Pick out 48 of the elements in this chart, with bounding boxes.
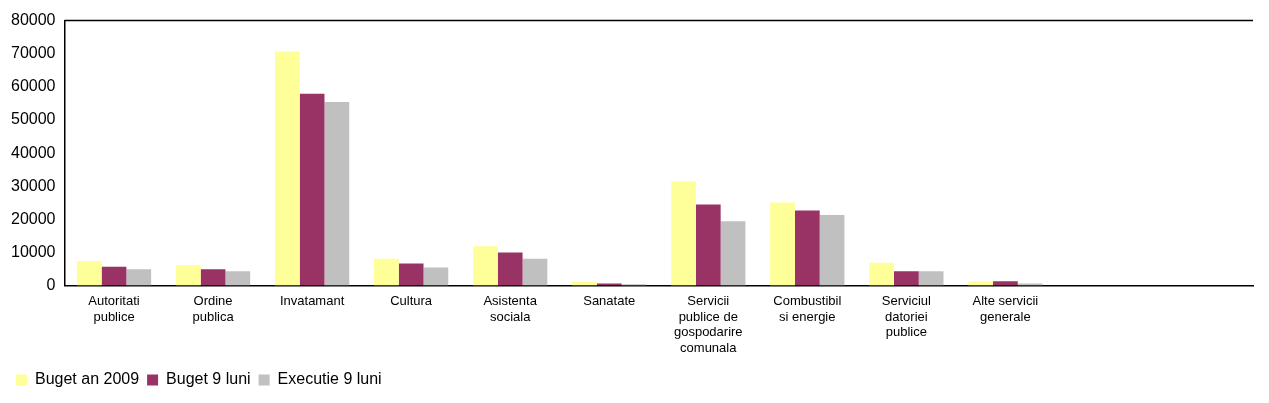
- bar: [819, 215, 845, 286]
- bar: [274, 51, 300, 286]
- bar: [101, 266, 127, 286]
- bar: [522, 258, 548, 286]
- x-tick-label: Combustibil si energie: [773, 292, 842, 324]
- x-tick-label: Cultura: [390, 292, 433, 308]
- y-tick-label: 20000: [10, 209, 56, 227]
- bar: [225, 271, 251, 286]
- legend-label: Buget an 2009: [35, 370, 140, 388]
- bar: [299, 93, 325, 286]
- bar: [497, 252, 523, 286]
- y-tick-label: 10000: [10, 242, 56, 260]
- legend-label: Executie 9 luni: [277, 370, 382, 388]
- y-tick-label: 80000: [10, 11, 56, 29]
- y-tick-label: 60000: [10, 77, 56, 95]
- bar: [770, 202, 795, 286]
- legend-label: Buget 9 luni: [166, 370, 251, 388]
- x-tick-label: Servicii publice de gospodarire comunala: [673, 292, 743, 355]
- bar: [918, 271, 944, 286]
- x-tick-label: Ordine publica: [192, 292, 235, 324]
- y-tick-label: 50000: [10, 110, 56, 128]
- bar: [374, 258, 399, 286]
- bar: [398, 263, 424, 286]
- bar: [869, 262, 894, 286]
- bar: [671, 181, 696, 286]
- x-tick-label: Serviciul datoriei publice: [881, 292, 932, 340]
- y-tick-label: 30000: [10, 176, 56, 194]
- bar: [324, 102, 350, 286]
- bar: [76, 261, 102, 286]
- x-tick-label: Sanatate: [583, 292, 636, 308]
- x-tick-label: Autoritati publice: [88, 292, 140, 324]
- x-tick-label: Alte servicii generale: [972, 292, 1039, 324]
- bar: [993, 281, 1018, 286]
- y-tick-label: 40000: [10, 143, 56, 161]
- bar: [175, 265, 201, 286]
- bar: [423, 267, 449, 286]
- bar: [695, 204, 721, 286]
- y-tick-label: 70000: [10, 44, 56, 62]
- bar: [968, 281, 994, 286]
- x-tick-label: Asistenta sociala: [483, 292, 538, 324]
- bar: [893, 271, 919, 286]
- bar: [794, 210, 820, 286]
- bar: [200, 269, 226, 286]
- bar: [473, 246, 498, 286]
- bar: [720, 221, 746, 286]
- y-tick-label: 0: [46, 276, 56, 294]
- x-tick-label: Invatamant: [279, 292, 345, 308]
- bar: [126, 269, 152, 286]
